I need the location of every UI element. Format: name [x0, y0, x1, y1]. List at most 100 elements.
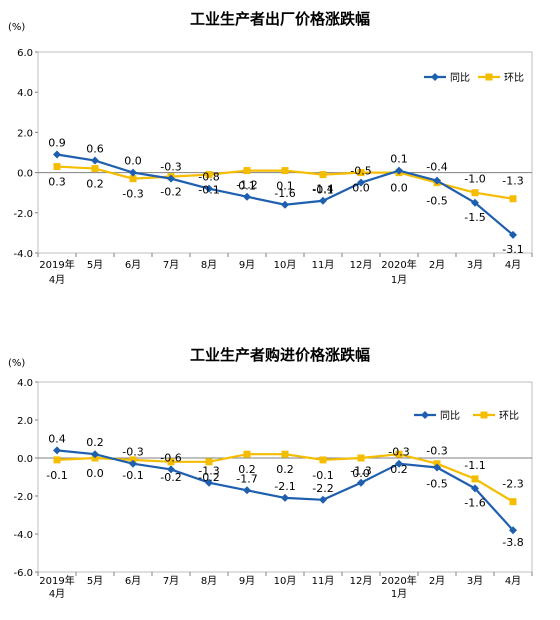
data-point — [509, 195, 517, 203]
y-tick-label: -4.0 — [13, 249, 33, 260]
data-point — [357, 178, 365, 187]
data-label: -0.3 — [122, 188, 143, 201]
y-tick-label: 2.0 — [17, 128, 33, 139]
x-tick-label: 10月 — [274, 575, 297, 587]
data-point — [471, 198, 479, 207]
x-tick-label: 11月 — [312, 575, 335, 587]
data-label: 0.2 — [276, 463, 294, 476]
data-point — [357, 478, 365, 487]
data-label: -0.1 — [312, 184, 333, 197]
data-point — [91, 165, 99, 173]
y-tick-label: 4.0 — [17, 378, 33, 389]
x-tick-label: 9月 — [239, 259, 255, 271]
data-label: -0.1 — [198, 184, 219, 197]
data-label: 0.0 — [390, 182, 408, 195]
data-point — [91, 450, 99, 459]
data-point — [471, 189, 479, 197]
data-label: 0.2 — [86, 436, 104, 449]
data-label: 0.2 — [86, 178, 104, 191]
data-label: -0.5 — [350, 165, 371, 178]
data-label: -0.4 — [426, 161, 447, 174]
data-point — [281, 450, 289, 458]
data-label: -0.2 — [160, 471, 181, 484]
data-label: 0.6 — [86, 143, 104, 156]
data-label: 0.2 — [238, 463, 256, 476]
data-point — [243, 192, 251, 201]
data-point — [53, 163, 61, 171]
data-label: -0.2 — [160, 186, 181, 199]
data-point — [205, 478, 213, 487]
data-label: -0.5 — [426, 195, 447, 208]
data-label: -1.1 — [464, 459, 485, 472]
data-label: -1.4 — [312, 183, 333, 196]
data-label: 0.1 — [238, 180, 256, 193]
data-point — [319, 196, 327, 205]
x-tick-label: 7月 — [163, 259, 179, 271]
data-point — [53, 446, 61, 455]
legend-marker — [480, 411, 488, 419]
x-tick-label: 8月 — [201, 259, 217, 271]
data-label: -1.2 — [236, 179, 257, 192]
x-tick-label: 9月 — [239, 575, 255, 587]
data-point — [167, 465, 175, 474]
legend-marker — [485, 73, 493, 81]
data-label: -0.1 — [46, 469, 67, 482]
data-point — [319, 456, 327, 464]
plot-frame — [37, 51, 533, 254]
data-point — [281, 167, 289, 175]
y-tick-label: 6.0 — [17, 48, 33, 59]
legend-label: 同比 — [450, 72, 470, 84]
data-label: -2.2 — [312, 482, 333, 495]
x-tick-label: 6月 — [125, 259, 141, 271]
data-point — [471, 475, 479, 483]
data-label: -3.8 — [502, 536, 523, 549]
x-tick-label: 2月 — [429, 575, 445, 587]
chart-1: 工业生产者出厂价格涨跌幅 (%) 6.0 4.0 2.0 0.0 -2.0 -4.0 2019年… — [8, 10, 533, 286]
data-point — [509, 526, 517, 535]
data-point — [395, 450, 403, 458]
data-label: -0.8 — [198, 171, 219, 184]
x-tick-label: 4月 — [505, 575, 521, 587]
data-point — [243, 167, 251, 175]
legend-marker — [421, 411, 429, 419]
data-label: -0.1 — [122, 469, 143, 482]
x-tick-label: 6月 — [125, 575, 141, 587]
data-label: -0.6 — [160, 451, 181, 464]
data-point — [357, 169, 365, 177]
data-point — [509, 498, 517, 506]
data-point — [53, 150, 61, 159]
x-tick-label: 1月 — [391, 588, 407, 600]
data-point — [319, 495, 327, 504]
data-label: -1.6 — [274, 187, 295, 200]
x-tick-label: 5月 — [87, 575, 103, 587]
data-point — [53, 456, 61, 464]
data-point — [91, 156, 99, 165]
x-tick-label: 4月 — [49, 588, 65, 600]
x-tick-label: 2019年 — [39, 258, 74, 271]
data-point — [395, 166, 403, 175]
data-label: -1.3 — [198, 465, 219, 478]
y-tick-label: 4.0 — [17, 88, 33, 99]
y-tick-label: 0.0 — [17, 169, 33, 180]
x-tick-label: 1月 — [391, 274, 407, 286]
data-label: 0.1 — [276, 180, 294, 193]
x-tick-label: 2019年 — [39, 574, 74, 587]
data-label: -0.5 — [426, 478, 447, 491]
data-label: -0.3 — [160, 161, 181, 174]
data-point — [205, 458, 213, 466]
data-point — [471, 484, 479, 493]
data-label: -0.1 — [312, 469, 333, 482]
chart-title: 工业生产者购进价格涨跌幅 — [190, 346, 370, 364]
legend-label: 环比 — [499, 410, 519, 422]
y-tick-label: 0.0 — [17, 454, 33, 465]
data-label: 0.9 — [48, 137, 66, 150]
data-label: 0.3 — [48, 176, 66, 189]
x-tick-label: 3月 — [467, 259, 483, 271]
data-label: -2.1 — [274, 480, 295, 493]
data-point — [433, 176, 441, 185]
y-unit-label: (%) — [8, 22, 25, 33]
data-label: -3.1 — [502, 243, 523, 256]
y-tick-label: -2.0 — [13, 492, 33, 503]
y-tick-label: 2.0 — [17, 416, 33, 427]
